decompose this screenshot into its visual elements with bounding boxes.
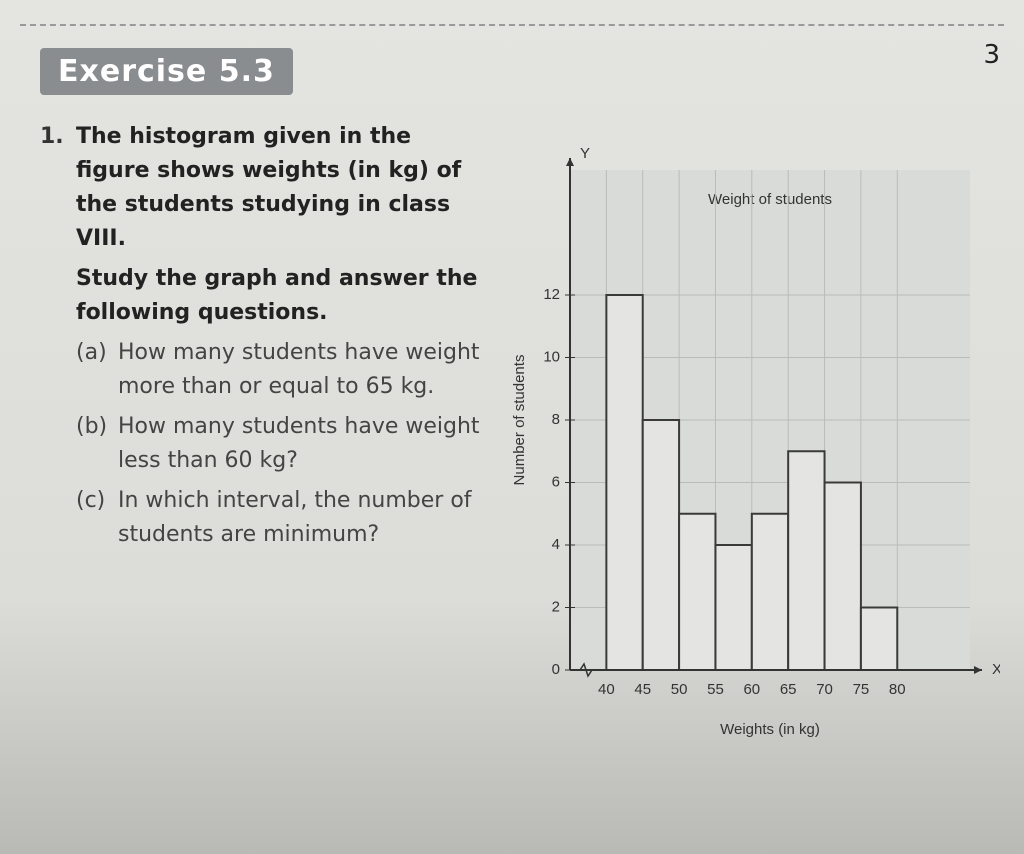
exercise-title: Exercise 5.3: [40, 48, 293, 95]
y-axis-letter: Y: [580, 145, 590, 162]
x-tick-label: 55: [707, 681, 724, 698]
question: 1. The histogram given in the figure sho…: [40, 120, 480, 552]
bar: [859, 606, 899, 671]
bar: [605, 294, 644, 671]
bar: [823, 481, 862, 671]
y-tick-label: 4: [552, 536, 560, 553]
x-tick-label: 60: [743, 681, 760, 698]
bar: [678, 512, 717, 671]
part-text: How many students have weight more than …: [118, 340, 480, 399]
x-tick-label: 45: [634, 681, 651, 698]
x-axis-label: Weights (in kg): [720, 721, 820, 738]
axis-arrow: [566, 158, 574, 166]
axis-break: [579, 662, 593, 678]
instruction: Study the graph and answer the following…: [76, 266, 478, 325]
bar: [787, 450, 826, 671]
x-tick-label: 40: [598, 681, 615, 698]
question-text: The histogram given in the figure shows …: [76, 124, 462, 251]
x-axis-letter: X: [992, 661, 1000, 678]
x-tick-label: 75: [853, 681, 870, 698]
bar: [714, 544, 753, 671]
y-tick-label: 10: [543, 348, 560, 365]
x-tick-label: 50: [671, 681, 688, 698]
part-label: (c): [76, 488, 106, 513]
x-tick-label: 65: [780, 681, 797, 698]
y-tick-label: 6: [552, 473, 560, 490]
cut-line: [20, 24, 1004, 26]
y-tick-label: 8: [552, 411, 560, 428]
page-number: 3: [983, 40, 1000, 70]
chart-title: Weight of students: [708, 191, 832, 208]
part-text: In which interval, the number of student…: [118, 488, 472, 547]
part: (a) How many students have weight more th…: [76, 336, 480, 404]
part: (b) How many students have weight less th…: [76, 410, 480, 478]
y-tick-label: 0: [552, 661, 560, 678]
part-label: (b): [76, 414, 108, 439]
chart: Weight of students Number of students We…: [511, 145, 1000, 738]
y-axis-label: Number of students: [511, 355, 528, 486]
y-tick-label: 12: [543, 286, 560, 303]
part-label: (a): [76, 340, 107, 365]
x-tick-label: 80: [889, 681, 906, 698]
y-tick-label: 2: [552, 598, 560, 615]
bar: [641, 419, 681, 671]
question-number: 1.: [40, 124, 64, 149]
part: (c) In which interval, the number of stud…: [76, 484, 480, 552]
bar: [750, 512, 790, 671]
x-tick-label: 70: [816, 681, 833, 698]
part-text: How many students have weight less than …: [118, 414, 480, 473]
axis-arrow: [974, 666, 982, 674]
